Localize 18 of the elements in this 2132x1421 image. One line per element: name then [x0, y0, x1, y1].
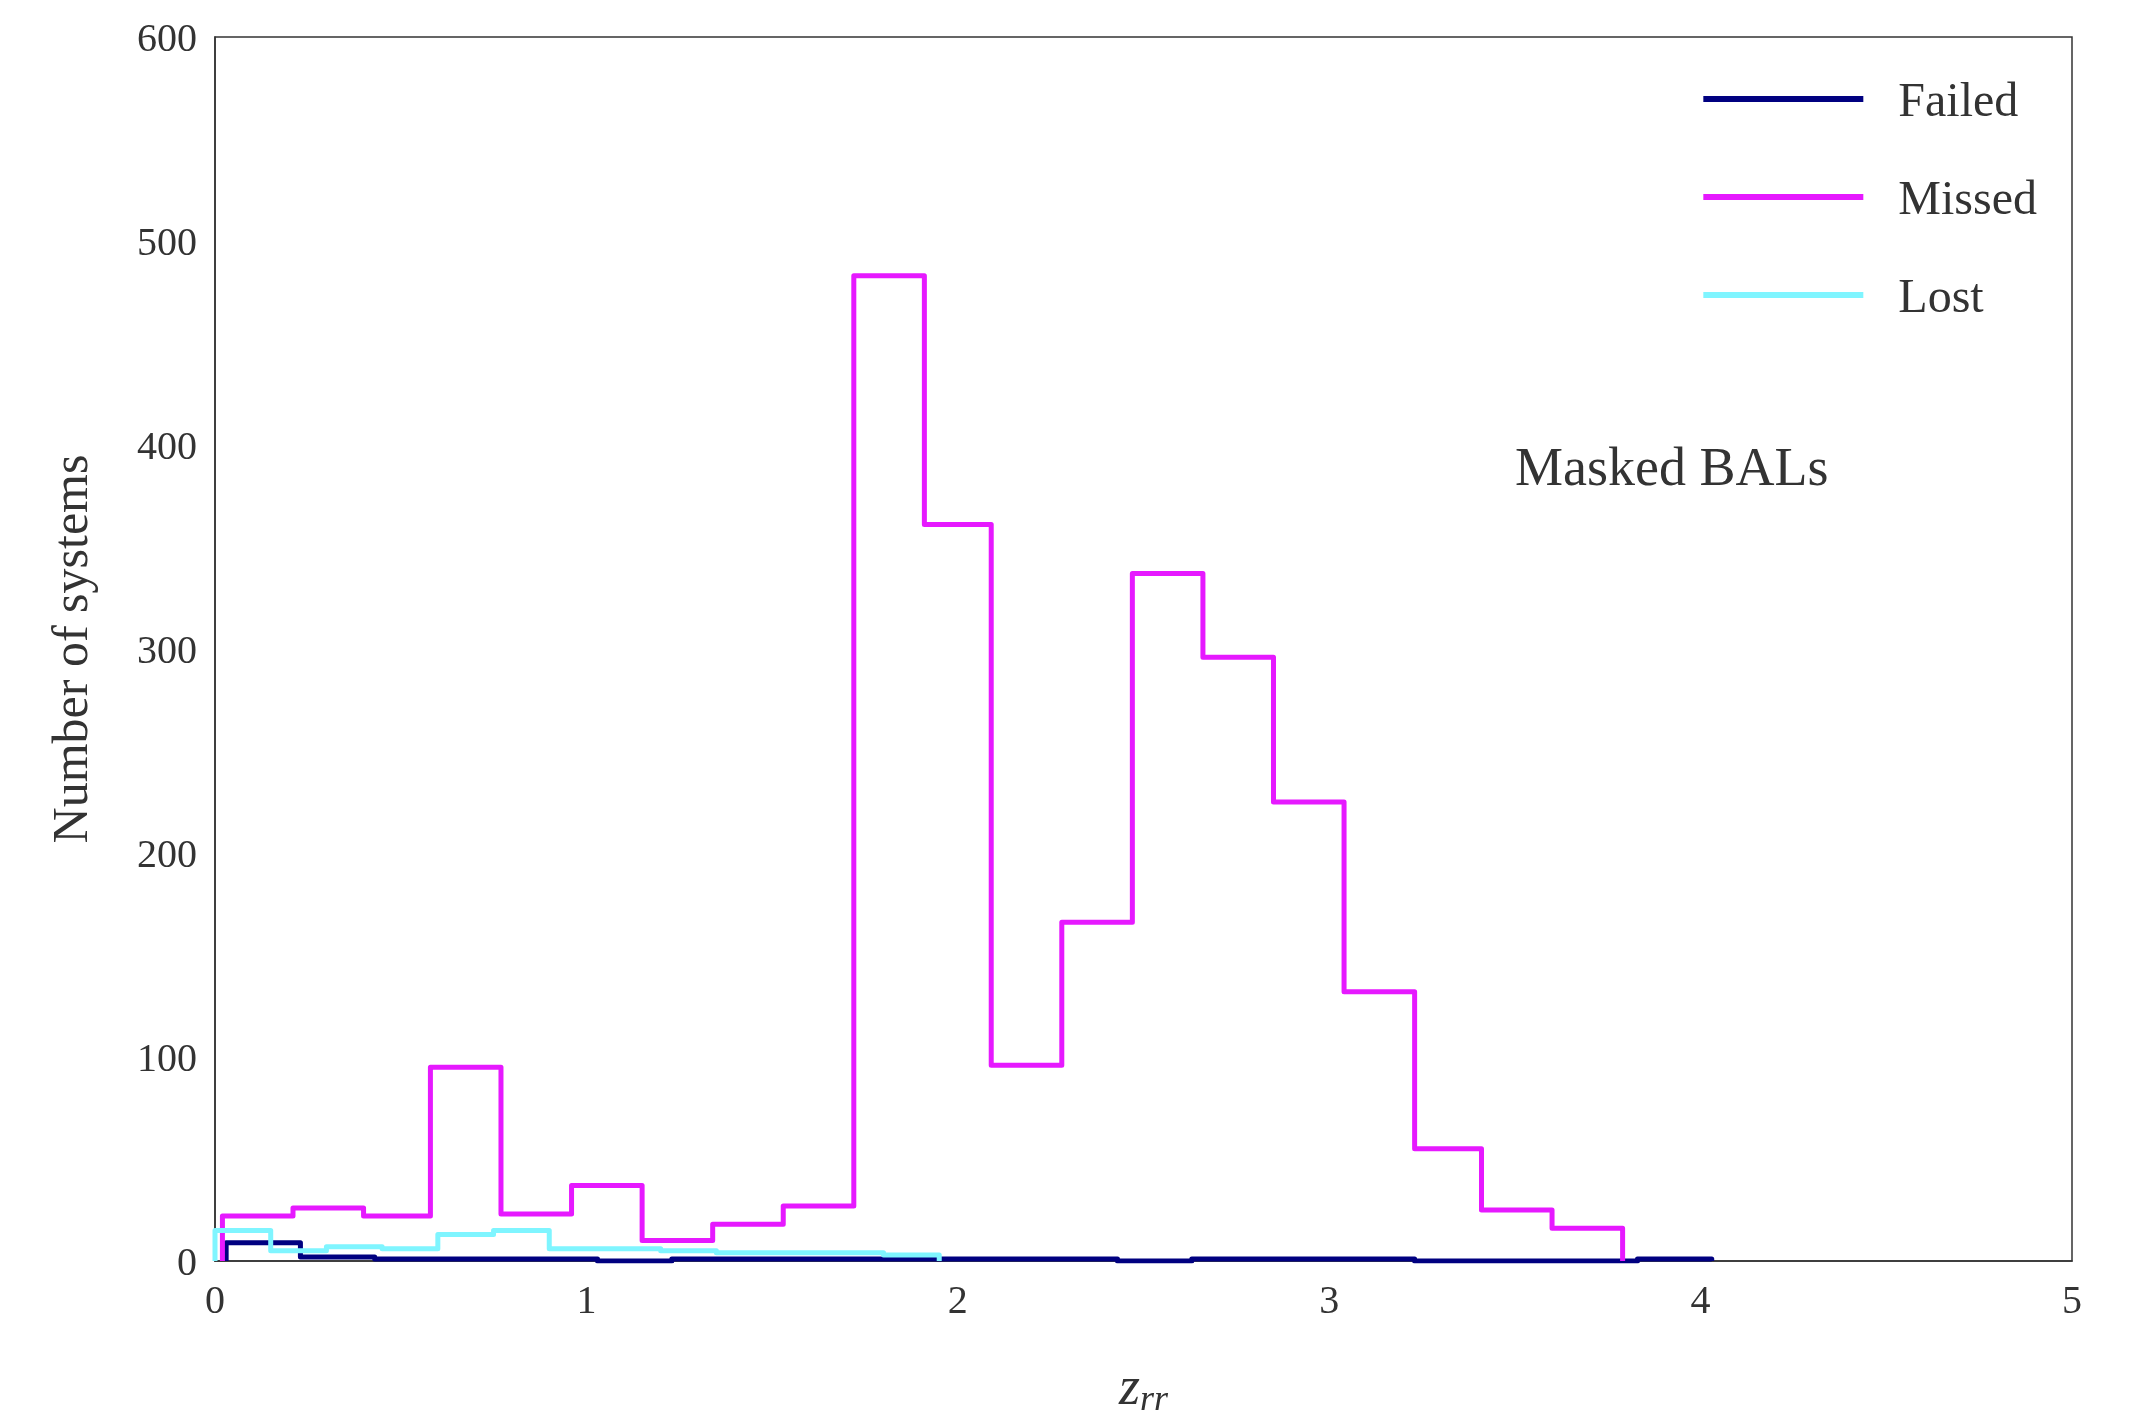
x-tick-label: 3 — [1319, 1276, 1340, 1322]
x-tick-label: 4 — [1690, 1276, 1711, 1322]
y-tick-label: 300 — [137, 626, 197, 672]
y-tick-label: 100 — [137, 1034, 197, 1080]
x-tick-label: 1 — [576, 1276, 597, 1322]
legend-label: Failed — [1898, 72, 2019, 126]
legend-label: Missed — [1898, 170, 2038, 224]
y-tick-label: 500 — [137, 218, 197, 264]
y-tick-label: 200 — [137, 830, 197, 876]
annotation: Masked BALs — [1515, 437, 1829, 497]
x-tick-label: 0 — [205, 1276, 225, 1322]
x-tick-label: 5 — [2062, 1276, 2082, 1322]
y-axis-title: Number of systems — [42, 454, 98, 844]
y-tick-label: 400 — [137, 422, 197, 468]
y-tick-label: 0 — [177, 1238, 197, 1284]
x-tick-label: 2 — [947, 1276, 968, 1322]
y-tick-label: 600 — [137, 14, 197, 60]
legend-label: Lost — [1898, 268, 1985, 322]
